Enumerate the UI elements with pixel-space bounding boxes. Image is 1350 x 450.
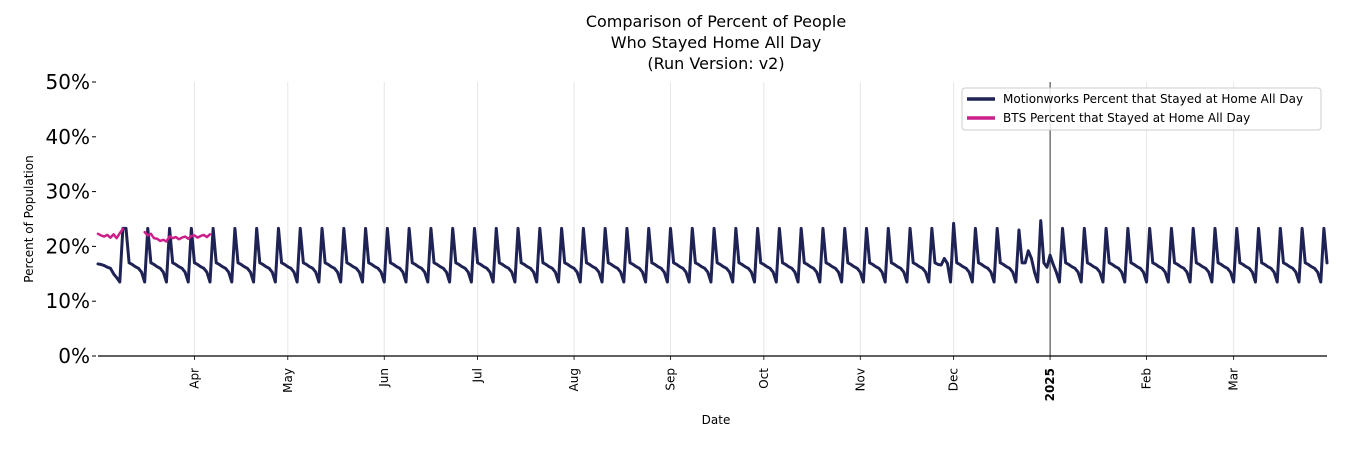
series-lines bbox=[96, 219, 1329, 284]
x-tick-label: Jul bbox=[471, 368, 485, 383]
x-axis-ticks: Apr May Jun Jul Aug Sep Oct Nov Dec 2025 Feb Mar bbox=[187, 356, 1241, 401]
legend-label: Motionworks Percent that Stayed at Home … bbox=[1003, 92, 1303, 106]
chart-title: Comparison of Percent of People Who Staye… bbox=[586, 12, 846, 73]
series-line-motionworks bbox=[96, 219, 1329, 284]
y-tick-label: 30% bbox=[46, 180, 90, 204]
x-tick-label: Nov bbox=[853, 368, 867, 391]
chart-title-line: Who Stayed Home All Day bbox=[611, 33, 821, 52]
y-tick-label: 40% bbox=[46, 125, 90, 149]
x-tick-label: Apr bbox=[187, 368, 201, 389]
x-axis-label: Date bbox=[702, 413, 731, 427]
legend: Motionworks Percent that Stayed at Home … bbox=[961, 87, 1322, 131]
y-axis-ticks: 0% 10% 20% 30% 40% 50% bbox=[46, 70, 96, 368]
chart-title-line: (Run Version: v2) bbox=[647, 54, 784, 73]
y-tick-label: 50% bbox=[46, 70, 90, 94]
x-tick-label: Dec bbox=[947, 368, 961, 391]
x-tick-label: Sep bbox=[663, 368, 677, 391]
x-tick-label: Oct bbox=[757, 368, 771, 389]
series-line-bts bbox=[96, 227, 212, 243]
y-tick-label: 10% bbox=[46, 289, 90, 313]
y-axis-label: Percent of Population bbox=[22, 155, 36, 282]
x-tick-label: Feb bbox=[1140, 368, 1154, 389]
chart-title-line: Comparison of Percent of People bbox=[586, 12, 846, 31]
legend-label: BTS Percent that Stayed at Home All Day bbox=[1003, 111, 1250, 125]
x-tick-label: Mar bbox=[1227, 368, 1241, 391]
x-tick-label: Aug bbox=[567, 368, 581, 391]
y-tick-label: 0% bbox=[58, 344, 90, 368]
x-tick-label: May bbox=[281, 368, 295, 393]
y-tick-label: 20% bbox=[46, 234, 90, 258]
x-tick-label: Jun bbox=[377, 368, 391, 388]
x-tick-label: 2025 bbox=[1043, 368, 1057, 401]
legend-box bbox=[961, 87, 1322, 131]
